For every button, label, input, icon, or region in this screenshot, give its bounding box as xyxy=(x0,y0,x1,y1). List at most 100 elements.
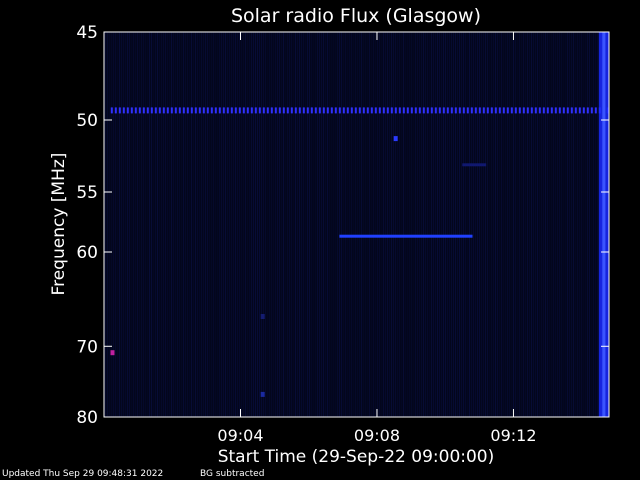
noise-streak xyxy=(237,32,238,417)
band-dot xyxy=(446,107,449,114)
noise-streak xyxy=(579,32,580,417)
band-dot xyxy=(470,107,473,114)
noise-streak xyxy=(471,32,472,417)
noise-streak xyxy=(177,32,178,417)
noise-streak xyxy=(587,32,588,417)
band-dot xyxy=(490,107,493,114)
noise-streak xyxy=(555,32,556,417)
noise-streak xyxy=(529,32,530,417)
noise-streak xyxy=(343,32,344,417)
band-dot xyxy=(550,107,553,114)
band-dot xyxy=(310,107,313,114)
noise-streak xyxy=(287,32,288,417)
noise-streak xyxy=(299,32,300,417)
noise-streak xyxy=(377,32,378,417)
noise-streak xyxy=(283,32,284,417)
noise-streak xyxy=(133,32,134,417)
band-dot xyxy=(178,107,181,114)
noise-streak xyxy=(213,32,214,417)
noise-streak xyxy=(379,32,380,417)
band-dot xyxy=(402,107,405,114)
band-dot xyxy=(170,107,173,114)
noise-streak xyxy=(351,32,352,417)
noise-streak xyxy=(451,32,452,417)
band-dot xyxy=(238,107,241,114)
noise-streak xyxy=(447,32,448,417)
noise-streak xyxy=(549,32,550,417)
noise-streak xyxy=(303,32,304,417)
band-dot xyxy=(486,107,489,114)
noise-streak xyxy=(571,32,572,417)
noise-streak xyxy=(301,32,302,417)
noise-streak xyxy=(453,32,454,417)
noise-streak xyxy=(373,32,374,417)
noise-streak xyxy=(509,32,510,417)
band-dot xyxy=(134,107,137,114)
band-dot xyxy=(534,107,537,114)
noise-streak xyxy=(461,32,462,417)
noise-streak xyxy=(293,32,294,417)
noise-streak xyxy=(561,32,562,417)
noise-streak xyxy=(121,32,122,417)
noise-streak xyxy=(191,32,192,417)
noise-streak xyxy=(111,32,112,417)
y-tick-label: 45 xyxy=(76,23,98,43)
band-dot xyxy=(142,107,145,114)
x-axis-label: Start Time (29-Sep-22 09:00:00) xyxy=(218,447,495,467)
noise-streak xyxy=(119,32,120,417)
band-dot xyxy=(538,107,541,114)
noise-streak xyxy=(211,32,212,417)
noise-streak xyxy=(135,32,136,417)
band-dot xyxy=(582,107,585,114)
band-dot xyxy=(218,107,221,114)
band-dot xyxy=(510,107,513,114)
band-dot xyxy=(530,107,533,114)
updated-timestamp: Updated Thu Sep 29 09:48:31 2022 xyxy=(2,469,164,479)
band-dot xyxy=(362,107,365,114)
noise-streak xyxy=(533,32,534,417)
band-dot xyxy=(334,107,337,114)
noise-streak xyxy=(225,32,226,417)
band-dot xyxy=(526,107,529,114)
band-dot xyxy=(330,107,333,114)
noise-streak xyxy=(319,32,320,417)
band-dot xyxy=(230,107,233,114)
noise-streak xyxy=(391,32,392,417)
band-dot xyxy=(222,107,225,114)
band-dot xyxy=(426,107,429,114)
noise-streak xyxy=(477,32,478,417)
band-dot xyxy=(194,107,197,114)
noise-streak xyxy=(469,32,470,417)
band-dot xyxy=(210,107,213,114)
noise-streak xyxy=(333,32,334,417)
band-dot xyxy=(282,107,285,114)
noise-streak xyxy=(231,32,232,417)
band-dot xyxy=(378,107,381,114)
band-dot xyxy=(258,107,261,114)
band-dot xyxy=(146,107,149,114)
noise-streak xyxy=(553,32,554,417)
band-dot xyxy=(214,107,217,114)
band-dot xyxy=(558,107,561,114)
noise-streak xyxy=(567,32,568,417)
noise-streak xyxy=(401,32,402,417)
noise-streak xyxy=(273,32,274,417)
emission-spot xyxy=(393,136,398,142)
band-dot xyxy=(290,107,293,114)
noise-streak xyxy=(185,32,186,417)
noise-streak xyxy=(291,32,292,417)
noise-streak xyxy=(481,32,482,417)
band-dot xyxy=(418,107,421,114)
noise-streak xyxy=(543,32,544,417)
noise-streak xyxy=(203,32,204,417)
noise-streak xyxy=(473,32,474,417)
noise-streak xyxy=(361,32,362,417)
noise-streak xyxy=(193,32,194,417)
noise-streak xyxy=(311,32,312,417)
noise-streak xyxy=(545,32,546,417)
emission-spot xyxy=(260,391,265,397)
noise-streak xyxy=(207,32,208,417)
noise-streak xyxy=(489,32,490,417)
y-tick-label: 50 xyxy=(76,111,98,131)
